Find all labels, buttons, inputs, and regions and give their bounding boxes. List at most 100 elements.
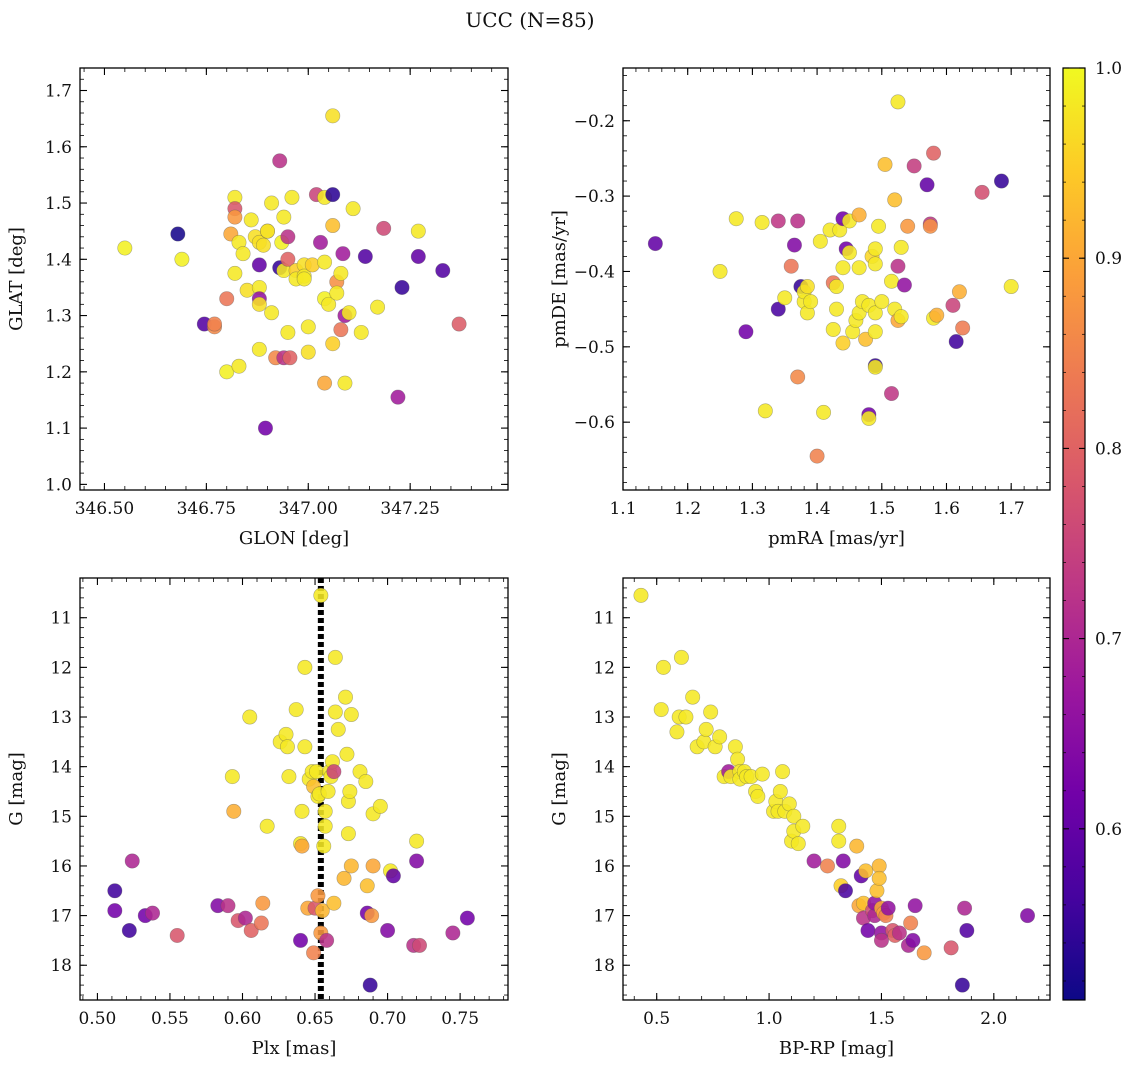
data-point (890, 258, 906, 274)
data-point (278, 726, 294, 742)
data-point (712, 263, 728, 279)
data-point (317, 254, 333, 270)
data-point (281, 769, 297, 785)
data-point (253, 915, 269, 931)
y-tick-label: −0.3 (574, 187, 615, 207)
data-point (325, 218, 341, 234)
figure-title: UCC (N=85) (465, 8, 594, 32)
data-point (890, 94, 906, 110)
y-tick-label: 11 (593, 609, 615, 629)
data-point (883, 273, 899, 289)
axes-frame (622, 67, 1051, 491)
data-point (313, 587, 329, 603)
data-point (330, 721, 346, 737)
data-point (678, 709, 694, 725)
y-tick-label: 1.1 (45, 419, 72, 439)
y-tick-label: −0.5 (574, 338, 615, 358)
data-point (891, 925, 907, 941)
data-point (288, 702, 304, 718)
data-point (220, 898, 236, 914)
data-point (812, 233, 828, 249)
data-point (896, 277, 912, 293)
data-point (861, 410, 877, 426)
data-point (338, 689, 354, 705)
data-point (799, 279, 815, 295)
x-tick-label: 0.70 (369, 1009, 407, 1029)
x-tick-label: 1.6 (933, 499, 960, 519)
data-point (905, 932, 921, 948)
panel-cmd: 0.5 1.0 1.5 2.0 11 12 13 14 15 16 17 18 BP-RP [mag] G… (549, 577, 1051, 1059)
data-point (669, 724, 685, 740)
y-tick-label: 11 (50, 609, 72, 629)
data-point (306, 945, 322, 961)
data-point (227, 265, 243, 281)
data-point (633, 587, 649, 603)
data-point (333, 265, 349, 281)
x-axis-label: BP-RP [mag] (779, 1038, 894, 1059)
data-point (358, 774, 374, 790)
data-point (337, 375, 353, 391)
data-point (883, 386, 899, 402)
data-point (993, 173, 1009, 189)
data-point (754, 766, 770, 782)
data-point (841, 245, 857, 261)
x-tick-label: 0.75 (441, 1009, 479, 1029)
data-point (276, 209, 292, 225)
data-point (730, 751, 746, 767)
data-point (959, 922, 975, 938)
data-point (860, 922, 876, 938)
data-point (255, 895, 271, 911)
data-point (790, 836, 806, 852)
data-point (376, 220, 392, 236)
data-point (260, 223, 276, 239)
data-point (308, 764, 324, 780)
y-tick-label: 16 (593, 857, 615, 877)
data-point (325, 187, 341, 203)
data-point (284, 189, 300, 205)
data-point (1003, 279, 1019, 295)
points-cmd (633, 587, 1036, 993)
y-tick-label: 1.3 (45, 307, 72, 327)
points-pm (647, 94, 1019, 464)
data-point (775, 764, 791, 780)
x-tick-label: 0.65 (296, 1009, 334, 1029)
data-point (372, 798, 388, 814)
data-point (893, 309, 909, 325)
data-point (145, 905, 161, 921)
x-tick-label: 1.3 (739, 499, 766, 519)
data-point (851, 260, 867, 276)
data-point (835, 260, 851, 276)
x-tick-label: 2.0 (980, 1009, 1007, 1029)
data-point (816, 404, 832, 420)
y-tick-label: 12 (593, 658, 615, 678)
data-point (327, 649, 343, 665)
data-point (294, 838, 310, 854)
data-point (825, 321, 841, 337)
data-point (770, 301, 786, 317)
data-point (727, 739, 743, 755)
points-lb (117, 108, 467, 436)
colorbar-tick-label: 1.0 (1095, 59, 1122, 79)
colorbar: 0.6 0.7 0.8 0.9 1.0 (1062, 59, 1122, 1001)
data-point (806, 853, 822, 869)
data-point (655, 659, 671, 675)
data-point (255, 237, 271, 253)
data-point (319, 932, 335, 948)
y-tick-label: 1.2 (45, 363, 72, 383)
data-point (893, 239, 909, 255)
data-point (296, 271, 312, 287)
data-point (887, 192, 903, 208)
y-tick-label: 1.5 (45, 194, 72, 214)
data-point (170, 226, 186, 242)
y-tick-label: 18 (593, 956, 615, 976)
data-point (385, 868, 401, 884)
data-point (317, 818, 333, 834)
data-point (297, 739, 313, 755)
data-point (835, 335, 851, 351)
data-point (828, 279, 844, 295)
data-point (411, 937, 427, 953)
data-point (219, 291, 235, 307)
data-point (107, 883, 123, 899)
data-point (321, 296, 337, 312)
x-tick-label: 347.00 (279, 499, 338, 519)
